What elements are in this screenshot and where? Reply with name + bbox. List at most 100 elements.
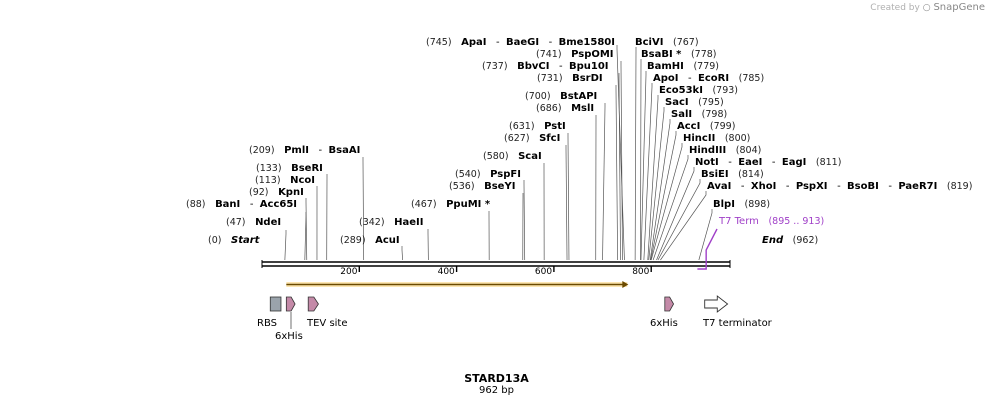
enzyme-name: ApaI <box>461 37 487 48</box>
enzyme-site-connector <box>567 133 570 261</box>
enzyme-site-label: (133) BseRI <box>256 163 323 175</box>
enzyme-name: Bpu10I <box>568 61 609 72</box>
enzyme-site-label: (580) ScaI <box>483 151 542 163</box>
enzyme-site-label: (731) BsrDI <box>537 73 603 85</box>
enzyme-names: PstI <box>544 121 566 132</box>
enzyme-site-label: ApoI - EcoRI (785) <box>653 73 764 85</box>
enzyme-names: KpnI <box>278 187 304 198</box>
enzyme-names: NcoI <box>290 175 315 186</box>
enzyme-position: (342) <box>359 217 385 228</box>
enzyme-site-connector <box>401 246 403 261</box>
enzyme-site-connector <box>523 180 526 261</box>
enzyme-site-label: NotI - EaeI - EagI (811) <box>695 157 841 169</box>
ruler-tick-label: 600 <box>534 267 553 277</box>
enzyme-site-connector <box>602 103 606 261</box>
enzyme-site-label: Eco53kI (793) <box>659 85 738 97</box>
t7-term-bracket <box>697 228 718 270</box>
enzyme-site-label: (92) KpnI <box>249 187 304 199</box>
enzyme-names: PpuMI * <box>446 199 490 210</box>
enzyme-name: MslI <box>571 103 595 114</box>
enzyme-names: ApaI - BaeGI - Bme1580I <box>461 37 615 48</box>
enzyme-position: (779) <box>693 61 719 72</box>
t7-terminator-feature <box>704 295 729 313</box>
credit: Created by ○ SnapGene <box>870 2 985 13</box>
enzyme-site-label: (536) BseYI <box>449 181 515 193</box>
enzyme-names: Eco53kI <box>659 85 703 96</box>
enzyme-names: BlpI <box>713 199 735 210</box>
enzyme-position: (88) <box>186 199 206 210</box>
enzyme-position: (798) <box>701 109 728 120</box>
enzyme-position: (819) <box>946 181 973 192</box>
t7-term-range: (895 .. 913) <box>768 216 825 227</box>
enzyme-names: SfcI <box>539 133 560 144</box>
enzyme-site-connector <box>647 95 659 261</box>
enzyme-names: HincII <box>683 133 715 144</box>
enzyme-position: (92) <box>249 187 269 198</box>
enzyme-names: ApoI - EcoRI <box>653 73 730 84</box>
enzyme-names: MslI <box>571 103 594 114</box>
feature-label: 6xHis <box>275 331 303 342</box>
enzyme-name: PaeR7I <box>898 181 938 192</box>
enzyme-site-connector <box>648 107 665 261</box>
enzyme-name: BsiEI <box>701 169 729 180</box>
enzyme-names: BsaBI * <box>641 49 681 60</box>
enzyme-site-label: BciVI (767) <box>635 37 699 49</box>
enzyme-name: BseRI <box>291 163 323 174</box>
enzyme-name: AcuI <box>375 235 400 246</box>
enzyme-name: EaeI <box>738 157 763 168</box>
enzyme-site-connector <box>650 131 677 261</box>
enzyme-site-label: (741) PspOMI <box>536 49 614 61</box>
enzyme-name: AccI <box>677 121 701 132</box>
enzyme-name: NcoI <box>290 175 315 186</box>
enzyme-name: HincII <box>683 133 716 144</box>
enzyme-names: NotI - EaeI - EagI <box>695 157 807 168</box>
enzyme-name: BsaAI <box>328 145 361 156</box>
enzyme-site-label: End (962) <box>762 235 818 247</box>
feature-label: RBS <box>257 318 277 329</box>
enzyme-names: BseRI <box>291 163 323 174</box>
enzyme-name: NdeI <box>255 217 282 228</box>
enzyme-position: (627) <box>504 133 530 144</box>
enzyme-position: (540) <box>455 169 481 180</box>
enzyme-site-label: AvaI - XhoI - PspXI - BsoBI - PaeR7I (81… <box>707 181 972 193</box>
enzyme-name: AvaI <box>707 181 732 192</box>
enzyme-site-connector <box>640 71 647 261</box>
enzyme-site-label: HindIII (804) <box>689 145 761 157</box>
enzyme-names: ScaI <box>518 151 542 162</box>
enzyme-name: End <box>762 235 784 246</box>
enzyme-name: PstI <box>544 121 566 132</box>
enzyme-position: (47) <box>226 217 246 228</box>
enzyme-name: HindIII <box>689 145 727 156</box>
enzyme-site-connector <box>660 191 707 261</box>
enzyme-position: (289) <box>340 235 366 246</box>
enzyme-site-connector <box>565 145 568 261</box>
enzyme-position: (778) <box>690 49 717 60</box>
enzyme-position: (898) <box>744 199 771 210</box>
enzyme-name: BstAPI <box>560 91 598 102</box>
enzyme-site-connector <box>304 212 307 261</box>
enzyme-site-label: (686) MslI <box>536 103 594 115</box>
enzyme-name: KpnI <box>278 187 304 198</box>
enzyme-position: (731) <box>537 73 563 84</box>
enzyme-site-label: (631) PstI <box>509 121 566 133</box>
enzyme-names: End <box>762 235 783 246</box>
enzyme-name: ApoI <box>653 73 679 84</box>
enzyme-name: SfcI <box>539 133 561 144</box>
enzyme-site-connector <box>305 198 308 261</box>
enzyme-position: (767) <box>672 37 699 48</box>
enzyme-site-label: (745) ApaI - BaeGI - Bme1580I <box>426 37 615 49</box>
enzyme-name: PspOMI <box>571 49 614 60</box>
enzyme-position: (785) <box>738 73 765 84</box>
enzyme-names: SacI <box>665 97 689 108</box>
enzyme-names: AccI <box>677 121 700 132</box>
enzyme-names: BanI - Acc65I <box>215 199 298 210</box>
orf-arrowhead <box>622 281 629 288</box>
enzyme-name: BaeGI <box>505 37 540 48</box>
enzyme-names: PspFI <box>490 169 521 180</box>
enzyme-site-label: SacI (795) <box>665 97 724 109</box>
enzyme-position: (795) <box>698 97 724 108</box>
his-tag-feature <box>285 296 296 312</box>
enzyme-name: Acc65I <box>259 199 298 210</box>
credit-brand: SnapGene <box>933 2 985 13</box>
